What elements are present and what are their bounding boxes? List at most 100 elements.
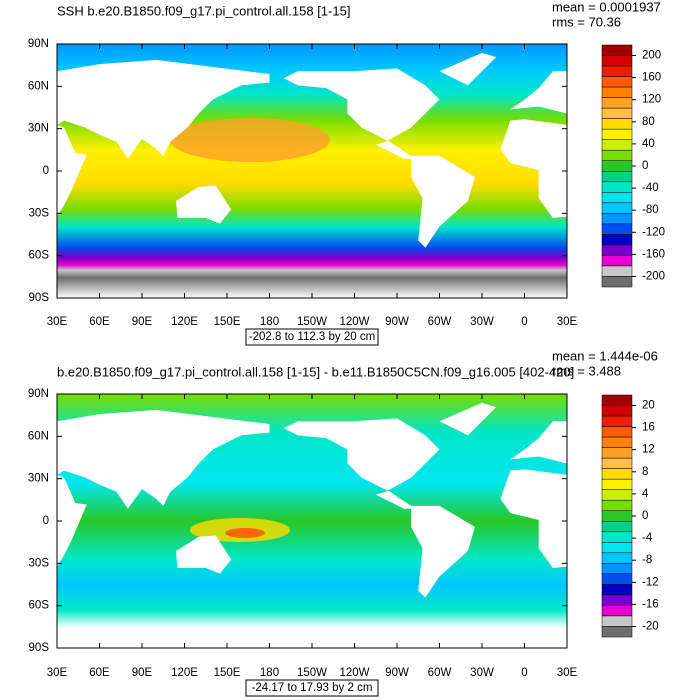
colorbar-box <box>601 160 633 172</box>
colorbar-label: -4 <box>642 532 653 544</box>
colorbar-box <box>601 244 633 256</box>
x-tick-label: 90E <box>132 316 153 328</box>
colorbar-label: 16 <box>642 422 655 434</box>
colorbar-box <box>601 76 633 88</box>
y-tick-label: 90N <box>28 388 49 400</box>
y-tick-label: 90N <box>28 38 49 50</box>
colorbar-box <box>601 499 633 511</box>
colorbar-box <box>601 573 633 585</box>
colorbar-label: 80 <box>642 116 655 128</box>
colorbar-box <box>601 234 633 246</box>
x-tick-label: 0 <box>521 316 527 328</box>
x-tick-label: 90E <box>132 667 153 679</box>
colorbar-box <box>601 202 633 214</box>
colorbar-box <box>601 457 633 469</box>
colorbar-box <box>601 128 633 140</box>
colorbar-box <box>601 426 633 438</box>
x-tick-label: 0 <box>521 667 527 679</box>
colorbar-box <box>601 213 633 225</box>
x-tick-label: 150E <box>214 316 241 328</box>
colorbar-label: -200 <box>642 271 665 283</box>
x-tick-label: 120E <box>171 316 198 328</box>
colorbar-label: 160 <box>642 72 661 84</box>
x-tick-label: 60E <box>89 667 110 679</box>
x-tick-label: 60E <box>89 316 110 328</box>
y-tick-label: 30N <box>28 473 49 485</box>
colorbar-label: 0 <box>642 510 648 522</box>
colorbar-label: 4 <box>642 488 649 500</box>
colorbar-label: 120 <box>642 94 661 106</box>
x-tick-label: 60W <box>428 667 452 679</box>
y-tick-label: 30N <box>28 123 49 135</box>
colorbar-label: 12 <box>642 444 655 456</box>
colorbar-label: -16 <box>642 598 659 610</box>
stat-text: rms = 70.36 <box>552 14 621 29</box>
x-tick-label: 30E <box>47 667 68 679</box>
y-tick-label: 60S <box>29 600 50 612</box>
colorbar-box <box>601 405 633 417</box>
y-tick-label: 0 <box>43 165 49 177</box>
stat-text: rms = 3.488 <box>552 363 621 378</box>
stat-text: mean = 1.444e-06 <box>552 348 658 363</box>
stat-text: mean = 0.0001937 <box>552 0 661 14</box>
colorbar-box <box>601 552 633 564</box>
y-tick-label: 0 <box>43 515 49 527</box>
colorbar-box <box>601 563 633 575</box>
colorbar-box <box>601 615 633 627</box>
colorbar-label: -120 <box>642 226 665 238</box>
x-tick-label: 180 <box>260 316 279 328</box>
colorbar-label: 0 <box>642 160 648 172</box>
y-tick-label: 30S <box>29 557 50 569</box>
map-title: SSH b.e20.B1850.f09_g17.pi_control.all.1… <box>57 3 350 18</box>
colorbar-label: -8 <box>642 554 652 566</box>
range-label: -24.17 to 17.93 by 2 cm <box>252 682 373 694</box>
x-tick-label: 120W <box>339 667 369 679</box>
colorbar-box <box>601 447 633 459</box>
x-tick-label: 120E <box>171 667 198 679</box>
colorbar-box <box>601 97 633 109</box>
colorbar-label: 200 <box>642 50 661 62</box>
x-tick-label: 30W <box>470 667 494 679</box>
colorbar-box <box>601 542 633 554</box>
colorbar-box <box>601 255 633 267</box>
range-box <box>245 328 379 346</box>
colorbar-label: 20 <box>642 400 655 412</box>
x-tick-label: 150W <box>297 667 327 679</box>
x-tick-label: 30E <box>47 316 68 328</box>
colorbar-box <box>601 107 633 119</box>
colorbar-label: -12 <box>642 576 659 588</box>
colorbar-box <box>601 584 633 596</box>
range-box <box>245 679 379 697</box>
x-tick-label: 30E <box>557 667 578 679</box>
colorbar-box <box>601 394 633 406</box>
colorbar-box <box>601 139 633 151</box>
colorbar-box <box>601 478 633 490</box>
range-label: -202.8 to 112.3 by 20 cm <box>249 331 375 343</box>
colorbar-box <box>601 489 633 501</box>
x-tick-label: 60W <box>428 316 452 328</box>
colorbar-box <box>601 436 633 448</box>
colorbar-label: 40 <box>642 138 655 150</box>
x-tick-label: 150W <box>297 316 327 328</box>
y-tick-label: 60N <box>28 80 49 92</box>
field-patch <box>170 118 330 162</box>
x-tick-label: 90W <box>385 667 409 679</box>
colorbar-box <box>601 44 633 56</box>
map-title: b.e20.B1850.f09_g17.pi_control.all.158 [… <box>57 364 574 379</box>
colorbar-label: -160 <box>642 248 665 260</box>
colorbar-box <box>601 415 633 427</box>
colorbar-box <box>601 86 633 98</box>
colorbar-label: 8 <box>642 466 648 478</box>
field-patch <box>225 528 265 538</box>
colorbar-label: -80 <box>642 204 659 216</box>
colorbar-box <box>601 149 633 161</box>
colorbar-box <box>601 531 633 543</box>
y-tick-label: 60N <box>28 430 49 442</box>
colorbar-box <box>601 55 633 67</box>
y-tick-label: 90S <box>29 292 50 304</box>
y-tick-label: 30S <box>29 207 50 219</box>
colorbar-box <box>601 468 633 480</box>
colorbar-box <box>601 276 633 288</box>
